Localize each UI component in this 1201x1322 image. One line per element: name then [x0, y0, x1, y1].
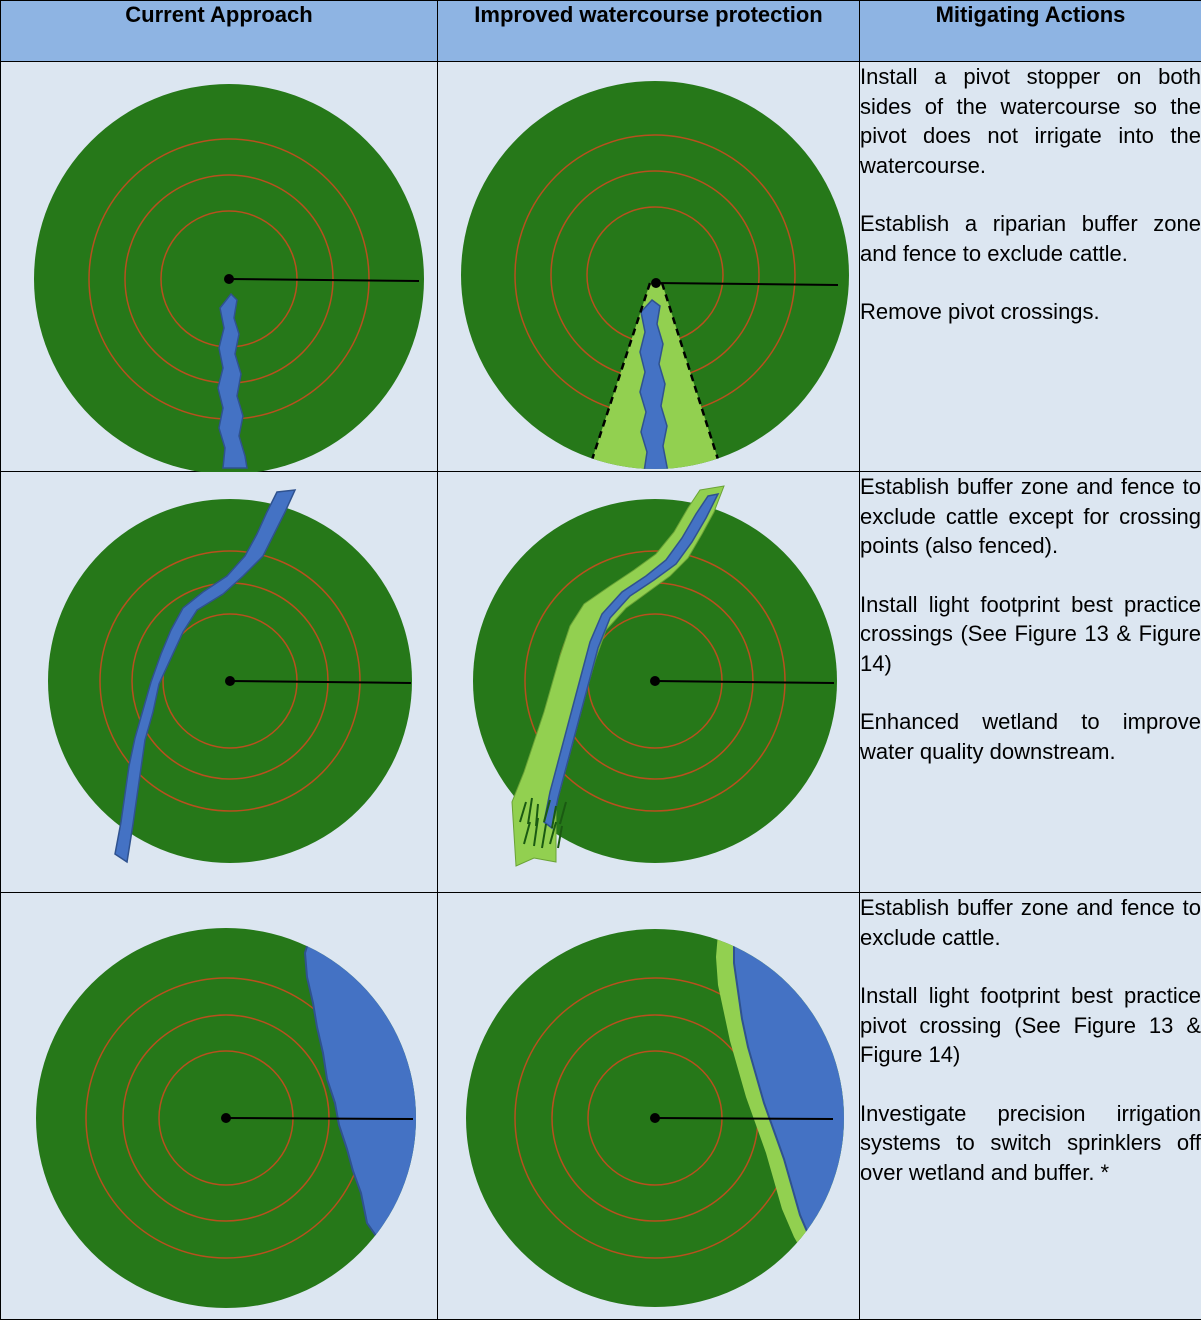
header-mitigating-actions: Mitigating Actions — [860, 1, 1201, 62]
action-text: Investigate precision irrigation systems… — [860, 1099, 1201, 1188]
mitigating-actions-cell-2: Establish buffer zone and fence to exclu… — [860, 472, 1201, 893]
pivot-center — [221, 1113, 231, 1123]
action-text: Establish buffer zone and fence to exclu… — [860, 472, 1201, 561]
mitigating-actions-cell-1: Install a pivot stopper on both sides of… — [860, 62, 1201, 472]
header-row: Current Approach Improved watercourse pr… — [1, 1, 1201, 62]
pivot-center — [225, 676, 235, 686]
improved-protection-diagram-2 — [438, 472, 860, 893]
pivot-center — [650, 1113, 660, 1123]
pivot-center — [651, 278, 661, 288]
table-row: Establish buffer zone and fence to exclu… — [1, 472, 1201, 893]
pivot-center — [224, 274, 234, 284]
pivot-center — [650, 676, 660, 686]
improved-protection-diagram-3 — [438, 893, 860, 1320]
action-text: Establish buffer zone and fence to exclu… — [860, 893, 1201, 952]
mitigating-actions-cell-3: Establish buffer zone and fence to exclu… — [860, 893, 1201, 1320]
action-text: Remove pivot crossings. — [860, 297, 1201, 327]
current-approach-diagram-1 — [1, 62, 438, 472]
action-text: Install a pivot stopper on both sides of… — [860, 62, 1201, 180]
improved-protection-diagram-1 — [438, 62, 860, 472]
current-approach-diagram-3 — [1, 893, 438, 1320]
table-row: Establish buffer zone and fence to exclu… — [1, 893, 1201, 1320]
action-text: Install light footprint best practice cr… — [860, 590, 1201, 679]
header-current-approach: Current Approach — [1, 1, 438, 62]
table-row: Install a pivot stopper on both sides of… — [1, 62, 1201, 472]
action-text: Enhanced wetland to improve water qualit… — [860, 707, 1201, 766]
action-text: Install light footprint best practice pi… — [860, 981, 1201, 1070]
pivot-arm — [655, 1118, 833, 1119]
header-improved-protection: Improved watercourse protection — [438, 1, 860, 62]
pivot-arm — [226, 1118, 413, 1119]
action-text: Establish a riparian buffer zone and fen… — [860, 209, 1201, 268]
current-approach-diagram-2 — [1, 472, 438, 893]
